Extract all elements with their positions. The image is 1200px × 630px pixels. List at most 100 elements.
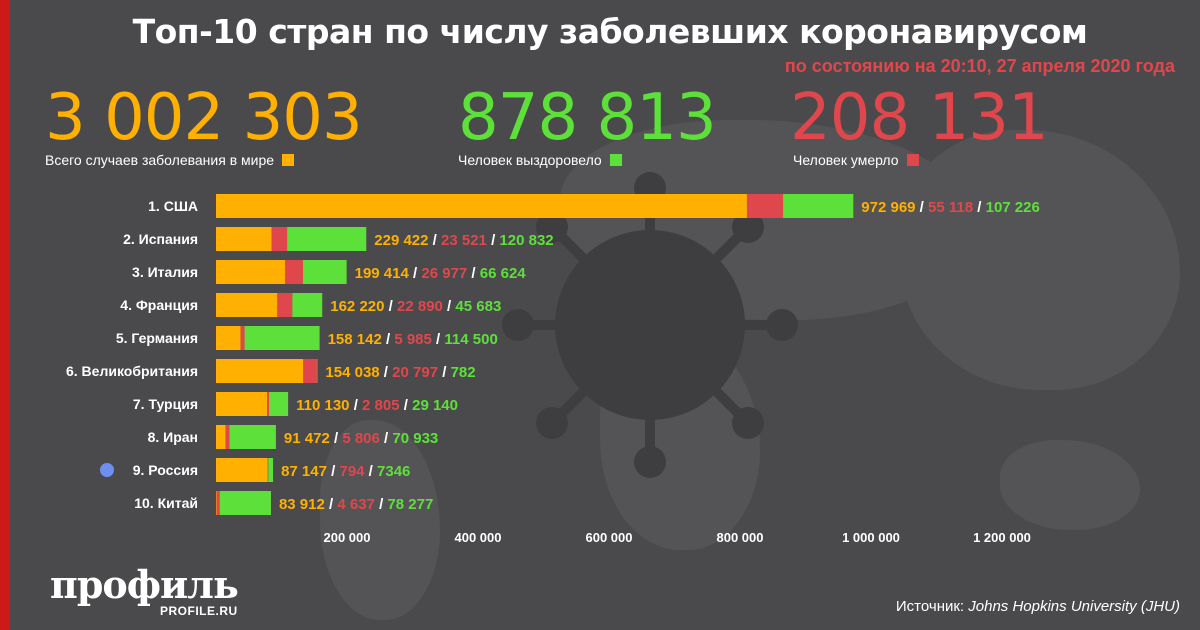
bar-recovered bbox=[268, 458, 274, 482]
data-label: 162 220 / 22 890 / 45 683 bbox=[330, 298, 501, 315]
bar-active bbox=[216, 359, 304, 383]
bar-recovered bbox=[302, 260, 347, 284]
data-label-part: 87 147 bbox=[281, 463, 327, 480]
data-label-part: 29 140 bbox=[412, 397, 458, 414]
category-label: 2. Испания bbox=[123, 231, 198, 247]
total-deaths-label: Человек умерло bbox=[793, 152, 899, 168]
x-tick-label: 200 000 bbox=[324, 530, 371, 545]
data-label-part: / bbox=[429, 232, 442, 249]
x-tick-label: 400 000 bbox=[455, 530, 502, 545]
bar-active bbox=[216, 326, 241, 350]
bar-active bbox=[216, 425, 226, 449]
source-note: Источник: Johns Hopkins University (JHU) bbox=[896, 598, 1180, 615]
data-label-part: 162 220 bbox=[330, 298, 384, 315]
data-label: 199 414 / 26 977 / 66 624 bbox=[355, 265, 527, 282]
data-label-part: / bbox=[327, 463, 340, 480]
bar-deaths bbox=[216, 491, 220, 515]
data-label-part: 83 912 bbox=[279, 496, 325, 513]
category-label: 5. Германия bbox=[116, 330, 198, 346]
data-label-part: / bbox=[365, 463, 378, 480]
bar-active bbox=[216, 227, 272, 251]
world-map-decoration bbox=[900, 130, 1180, 390]
recovered-swatch bbox=[609, 154, 622, 166]
data-label-part: 45 683 bbox=[455, 298, 501, 315]
data-label: 972 969 / 55 118 / 107 226 bbox=[861, 199, 1040, 216]
category-label: 4. Франция bbox=[120, 297, 198, 313]
cases-swatch bbox=[282, 154, 295, 166]
data-label-part: 70 933 bbox=[392, 430, 438, 447]
data-label-part: 972 969 bbox=[861, 199, 915, 216]
data-label-part: / bbox=[443, 298, 456, 315]
bar-recovered bbox=[244, 326, 320, 350]
total-deaths-legend: Человек умерло bbox=[793, 152, 919, 168]
bar-recovered bbox=[269, 392, 289, 416]
bar-deaths bbox=[267, 458, 269, 482]
data-label-part: 4 637 bbox=[337, 496, 375, 513]
page-title: Топ-10 стран по числу заболевших коронав… bbox=[132, 12, 1088, 51]
data-label: 110 130 / 2 805 / 29 140 bbox=[296, 397, 458, 414]
profile-site: PROFILE.RU bbox=[160, 604, 238, 618]
total-cases-label: Всего случаев заболевания в мире bbox=[45, 152, 275, 168]
source-name: Johns Hopkins University (JHU) bbox=[968, 598, 1180, 615]
bar-active bbox=[216, 458, 268, 482]
data-label-part: / bbox=[380, 430, 393, 447]
bar-recovered bbox=[229, 425, 276, 449]
category-label: 7. Турция bbox=[133, 396, 198, 412]
total-cases-legend: Всего случаев заболевания в мире bbox=[45, 152, 295, 168]
profile-logo: профиль bbox=[50, 562, 239, 607]
data-label: 154 038 / 20 797 / 782 bbox=[325, 364, 475, 381]
bar-deaths bbox=[285, 260, 303, 284]
bar-deaths bbox=[267, 392, 270, 416]
data-label-part: 7346 bbox=[377, 463, 410, 480]
x-tick-label: 1 200 000 bbox=[973, 530, 1031, 545]
data-label: 158 142 / 5 985 / 114 500 bbox=[328, 331, 498, 348]
data-label-part: / bbox=[330, 430, 343, 447]
data-label-part: 110 130 bbox=[296, 397, 349, 414]
bar-recovered bbox=[783, 194, 854, 218]
category-label: 3. Италия bbox=[132, 264, 198, 280]
data-label-part: 2 805 bbox=[362, 397, 400, 414]
data-label-part: 78 277 bbox=[387, 496, 433, 513]
data-label-part: / bbox=[384, 298, 397, 315]
data-label-part: / bbox=[400, 397, 413, 414]
data-label-part: 229 422 bbox=[374, 232, 428, 249]
x-tick-label: 600 000 bbox=[586, 530, 633, 545]
bar-recovered bbox=[287, 227, 367, 251]
data-label-part: 5 985 bbox=[394, 331, 432, 348]
coronavirus-icon bbox=[502, 172, 798, 478]
data-label: 83 912 / 4 637 / 78 277 bbox=[279, 496, 433, 513]
data-label-part: / bbox=[409, 265, 422, 282]
category-label: 6. Великобритания bbox=[66, 363, 198, 379]
data-label-part: 199 414 bbox=[355, 265, 410, 282]
world-map-decoration bbox=[1000, 440, 1140, 530]
data-label-part: / bbox=[438, 364, 451, 381]
red-accent-strip bbox=[0, 0, 10, 630]
bar-active bbox=[216, 491, 217, 515]
bar-recovered bbox=[292, 293, 323, 317]
bar-recovered bbox=[316, 359, 318, 383]
data-label-part: 23 521 bbox=[441, 232, 487, 249]
data-label: 229 422 / 23 521 / 120 832 bbox=[374, 232, 553, 249]
category-label: 1. США bbox=[148, 198, 198, 214]
category-label: 9. Россия bbox=[133, 462, 198, 478]
deaths-swatch bbox=[906, 154, 919, 166]
total-recovered-value: 878 813 bbox=[458, 81, 717, 155]
data-label-part: 158 142 bbox=[328, 331, 382, 348]
category-label: 10. Китай bbox=[134, 495, 198, 511]
data-label-part: / bbox=[916, 199, 929, 216]
data-label-part: 5 806 bbox=[342, 430, 380, 447]
data-label-part: 20 797 bbox=[392, 364, 438, 381]
data-label-part: 55 118 bbox=[928, 199, 973, 216]
bar-deaths bbox=[277, 293, 293, 317]
data-label-part: 154 038 bbox=[325, 364, 379, 381]
bar-deaths bbox=[240, 326, 245, 350]
data-label-part: / bbox=[375, 496, 388, 513]
x-tick-label: 800 000 bbox=[717, 530, 764, 545]
data-label-part: / bbox=[973, 199, 986, 216]
bar-active bbox=[216, 392, 268, 416]
bar-recovered bbox=[219, 491, 271, 515]
bar-deaths bbox=[271, 227, 288, 251]
data-label-part: / bbox=[325, 496, 338, 513]
